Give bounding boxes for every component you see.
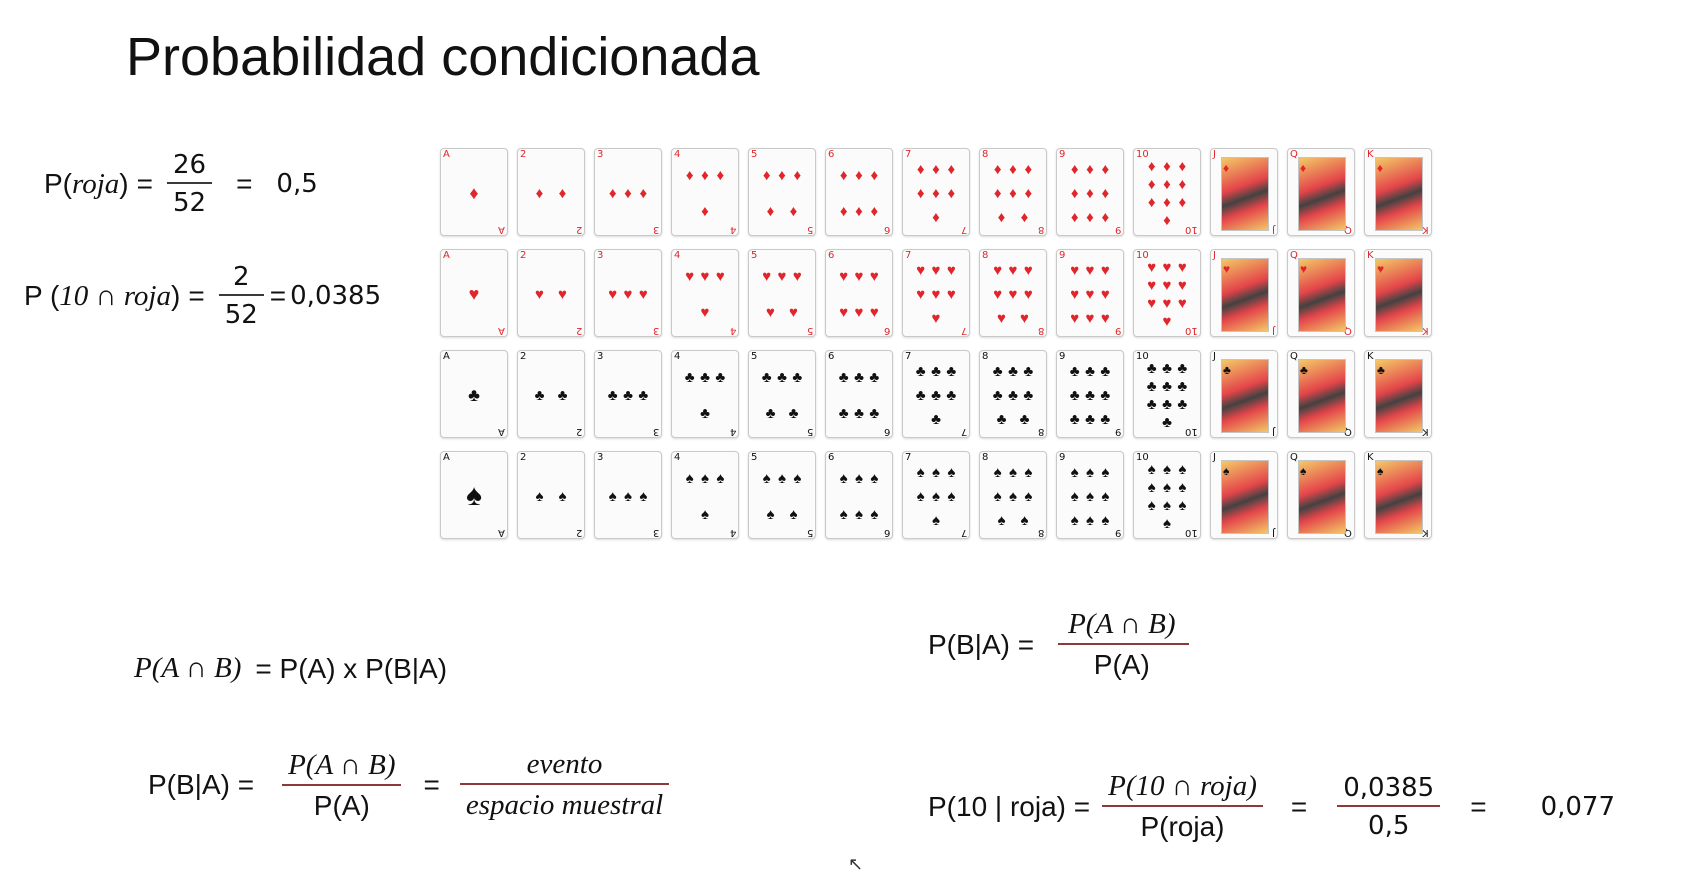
playing-card-2-hearts: 2 2 ♥ ♥ bbox=[517, 249, 585, 337]
playing-card-10-hearts: 10 10 ♥ ♥ ♥ ♥ ♥ ♥ ♥ ♥ ♥ ♥ bbox=[1133, 249, 1201, 337]
playing-card-Q-hearts: Q Q ♥ bbox=[1287, 249, 1355, 337]
playing-card-8-diamonds: 8 8 ♦ ♦ ♦ ♦ ♦ ♦ ♦ ♦ bbox=[979, 148, 1047, 236]
playing-card-5-clubs: 5 5 ♣ ♣ ♣ ♣ ♣ bbox=[748, 350, 816, 438]
playing-card-5-diamonds: 5 5 ♦ ♦ ♦ ♦ ♦ bbox=[748, 148, 816, 236]
mouse-pointer-icon: ↖ bbox=[848, 854, 864, 874]
fraction-26-52: 26 52 bbox=[166, 150, 213, 218]
playing-card-J-spades: J J ♠ bbox=[1210, 451, 1278, 539]
playing-card-4-diamonds: 4 4 ♦ ♦ ♦ ♦ bbox=[671, 148, 739, 236]
playing-card-10-clubs: 10 10 ♣ ♣ ♣ ♣ ♣ ♣ ♣ ♣ ♣ ♣ bbox=[1133, 350, 1201, 438]
playing-card-8-clubs: 8 8 ♣ ♣ ♣ ♣ ♣ ♣ ♣ ♣ bbox=[979, 350, 1047, 438]
formula-conditional-event: P(B|A) = P(A ∩ B) P(A) = evento espacio … bbox=[148, 748, 670, 822]
playing-card-9-clubs: 9 9 ♣ ♣ ♣ ♣ ♣ ♣ ♣ ♣ ♣ bbox=[1056, 350, 1124, 438]
formula-p-10-given-roja: P(10 | roja) = P(10 ∩ roja) P(roja) = 0,… bbox=[928, 770, 1616, 842]
playing-card-6-spades: 6 6 ♠ ♠ ♠ ♠ ♠ ♠ bbox=[825, 451, 893, 539]
playing-card-6-hearts: 6 6 ♥ ♥ ♥ ♥ ♥ ♥ bbox=[825, 249, 893, 337]
playing-card-3-spades: 3 3 ♠ ♠ ♠ bbox=[594, 451, 662, 539]
playing-card-K-spades: K K ♠ bbox=[1364, 451, 1432, 539]
playing-card-K-hearts: K K ♥ bbox=[1364, 249, 1432, 337]
formula-conditional-definition: P(B|A) = P(A ∩ B) P(A) bbox=[928, 608, 1190, 681]
playing-card-A-diamonds: A A ♦ bbox=[440, 148, 508, 236]
playing-card-10-diamonds: 10 10 ♦ ♦ ♦ ♦ ♦ ♦ ♦ ♦ ♦ ♦ bbox=[1133, 148, 1201, 236]
playing-card-J-hearts: J J ♥ bbox=[1210, 249, 1278, 337]
playing-card-J-clubs: J J ♣ bbox=[1210, 350, 1278, 438]
playing-card-3-clubs: 3 3 ♣ ♣ ♣ bbox=[594, 350, 662, 438]
playing-card-4-hearts: 4 4 ♥ ♥ ♥ ♥ bbox=[671, 249, 739, 337]
playing-card-9-hearts: 9 9 ♥ ♥ ♥ ♥ ♥ ♥ ♥ ♥ ♥ bbox=[1056, 249, 1124, 337]
playing-card-7-hearts: 7 7 ♥ ♥ ♥ ♥ ♥ ♥ ♥ bbox=[902, 249, 970, 337]
page-title: Probabilidad condicionada bbox=[126, 27, 760, 87]
playing-card-7-spades: 7 7 ♠ ♠ ♠ ♠ ♠ ♠ ♠ bbox=[902, 451, 970, 539]
playing-card-2-clubs: 2 2 ♣ ♣ bbox=[517, 350, 585, 438]
playing-card-2-spades: 2 2 ♠ ♠ bbox=[517, 451, 585, 539]
playing-card-Q-diamonds: Q Q ♦ bbox=[1287, 148, 1355, 236]
playing-card-K-clubs: K K ♣ bbox=[1364, 350, 1432, 438]
playing-card-K-diamonds: K K ♦ bbox=[1364, 148, 1432, 236]
card-deck-grid: A A ♦ 2 2 ♦ ♦ 3 3 ♦ ♦ ♦ 4 4 ♦ ♦ ♦ ♦ 5 5 ♦ ♦ ♦ ♦ ♦ 6 6 ♦ ♦ ♦ ♦ ♦ ♦ 7 7 ♦ ♦ ♦ ♦ ♦… bbox=[440, 148, 1441, 552]
result-0-077: 0,077 bbox=[1540, 791, 1616, 822]
playing-card-8-hearts: 8 8 ♥ ♥ ♥ ♥ ♥ ♥ ♥ ♥ bbox=[979, 249, 1047, 337]
playing-card-10-spades: 10 10 ♠ ♠ ♠ ♠ ♠ ♠ ♠ ♠ ♠ ♠ bbox=[1133, 451, 1201, 539]
playing-card-8-spades: 8 8 ♠ ♠ ♠ ♠ ♠ ♠ ♠ ♠ bbox=[979, 451, 1047, 539]
card-row-hearts: A A ♥ 2 2 ♥ ♥ 3 3 ♥ ♥ ♥ 4 4 ♥ ♥ ♥ ♥ 5 5 ♥ ♥ ♥ ♥ ♥ 6 6 ♥ ♥ ♥ ♥ ♥ ♥ 7 7 ♥ ♥ ♥ ♥ ♥… bbox=[440, 249, 1441, 339]
result-0-0385: 0,0385 bbox=[290, 281, 382, 311]
playing-card-A-spades: A A ♠ bbox=[440, 451, 508, 539]
playing-card-7-clubs: 7 7 ♣ ♣ ♣ ♣ ♣ ♣ ♣ bbox=[902, 350, 970, 438]
card-row-diamonds: A A ♦ 2 2 ♦ ♦ 3 3 ♦ ♦ ♦ 4 4 ♦ ♦ ♦ ♦ 5 5 ♦ ♦ ♦ ♦ ♦ 6 6 ♦ ♦ ♦ ♦ ♦ ♦ 7 7 ♦ ♦ ♦ ♦ ♦… bbox=[440, 148, 1441, 238]
card-row-clubs: A A ♣ 2 2 ♣ ♣ 3 3 ♣ ♣ ♣ 4 4 ♣ ♣ ♣ ♣ 5 5 ♣ ♣ ♣ ♣ ♣ 6 6 ♣ ♣ ♣ ♣ ♣ ♣ 7 7 ♣ ♣ ♣ ♣ ♣… bbox=[440, 350, 1441, 440]
playing-card-A-clubs: A A ♣ bbox=[440, 350, 508, 438]
card-row-spades: A A ♠ 2 2 ♠ ♠ 3 3 ♠ ♠ ♠ 4 4 ♠ ♠ ♠ ♠ 5 5 ♠ ♠ ♠ ♠ ♠ 6 6 ♠ ♠ ♠ ♠ ♠ ♠ 7 7 ♠ ♠ ♠ ♠ ♠… bbox=[440, 451, 1441, 541]
playing-card-J-diamonds: J J ♦ bbox=[1210, 148, 1278, 236]
formula-multiplication-rule: P(A ∩ B) = P(A) x P(B|A) bbox=[134, 652, 448, 684]
formula-p-10-roja: P (10 ∩ roja) = 2 52 = 0,0385 bbox=[24, 262, 382, 330]
fraction-2-52: 2 52 bbox=[218, 262, 264, 330]
playing-card-4-spades: 4 4 ♠ ♠ ♠ ♠ bbox=[671, 451, 739, 539]
playing-card-6-clubs: 6 6 ♣ ♣ ♣ ♣ ♣ ♣ bbox=[825, 350, 893, 438]
formula-p-roja: P(roja) = 26 52 = 0,5 bbox=[44, 150, 318, 218]
playing-card-4-clubs: 4 4 ♣ ♣ ♣ ♣ bbox=[671, 350, 739, 438]
playing-card-3-diamonds: 3 3 ♦ ♦ ♦ bbox=[594, 148, 662, 236]
playing-card-3-hearts: 3 3 ♥ ♥ ♥ bbox=[594, 249, 662, 337]
result-0-5: 0,5 bbox=[276, 169, 318, 199]
playing-card-5-spades: 5 5 ♠ ♠ ♠ ♠ ♠ bbox=[748, 451, 816, 539]
playing-card-2-diamonds: 2 2 ♦ ♦ bbox=[517, 148, 585, 236]
playing-card-7-diamonds: 7 7 ♦ ♦ ♦ ♦ ♦ ♦ ♦ bbox=[902, 148, 970, 236]
playing-card-9-spades: 9 9 ♠ ♠ ♠ ♠ ♠ ♠ ♠ ♠ ♠ bbox=[1056, 451, 1124, 539]
playing-card-A-hearts: A A ♥ bbox=[440, 249, 508, 337]
playing-card-6-diamonds: 6 6 ♦ ♦ ♦ ♦ ♦ ♦ bbox=[825, 148, 893, 236]
playing-card-Q-spades: Q Q ♠ bbox=[1287, 451, 1355, 539]
playing-card-Q-clubs: Q Q ♣ bbox=[1287, 350, 1355, 438]
playing-card-5-hearts: 5 5 ♥ ♥ ♥ ♥ ♥ bbox=[748, 249, 816, 337]
playing-card-9-diamonds: 9 9 ♦ ♦ ♦ ♦ ♦ ♦ ♦ ♦ ♦ bbox=[1056, 148, 1124, 236]
